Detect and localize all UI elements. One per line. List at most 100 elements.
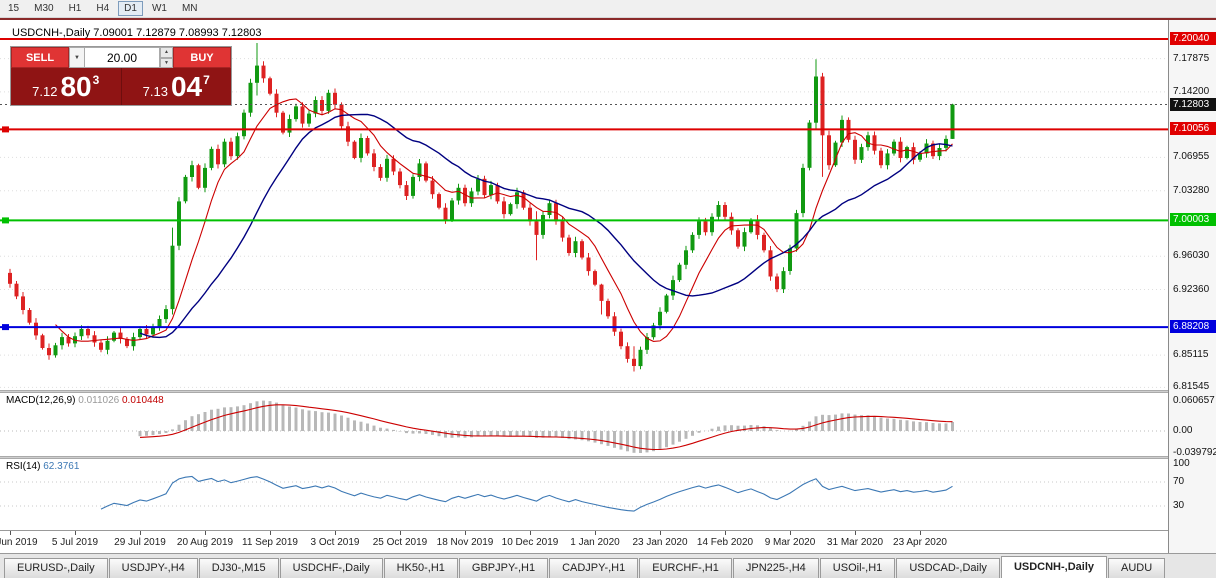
timeframe-button-h1[interactable]: H1: [63, 1, 88, 16]
buy-button[interactable]: BUY: [173, 47, 231, 68]
macd-axis-label: 0.00: [1173, 425, 1193, 436]
price-axis-label: 6.81545: [1173, 381, 1210, 392]
rsi-label: RSI(14) 62.3761: [6, 461, 79, 472]
price-axis[interactable]: 7.17875 7.14200 7.06955 7.03280 6.96030 6.923…: [1168, 20, 1216, 553]
candlestick-chart[interactable]: [0, 20, 1168, 390]
rsi-chart[interactable]: [0, 459, 1168, 530]
time-axis-label: 25 Oct 2019: [372, 537, 428, 548]
price-badge: 7.20040: [1170, 32, 1216, 45]
panel-splitter[interactable]: [0, 390, 1216, 393]
chart-tab-audu[interactable]: AUDU: [1108, 558, 1166, 578]
chart-tab-usdjpy-h4[interactable]: USDJPY-,H4: [108, 558, 198, 578]
timeframe-button-h4[interactable]: H4: [90, 1, 115, 16]
main-chart-panel[interactable]: USDCNH-,Daily 7.09001 7.12879 7.08993 7.…: [0, 20, 1168, 390]
candles: [8, 43, 955, 372]
rsi-axis-label: 30: [1173, 500, 1185, 511]
time-axis-tick: [400, 531, 401, 535]
bid-ask-display: 7.12 80 3 7.13 04 7: [11, 68, 231, 105]
timeframe-button-d1[interactable]: D1: [118, 1, 143, 16]
time-axis-tick: [595, 531, 596, 535]
timeframe-button-m30[interactable]: M30: [28, 1, 59, 16]
chart-tab-usdchf-daily[interactable]: USDCHF-,Daily: [279, 558, 383, 578]
lot-decrease-button[interactable]: ▼: [160, 57, 173, 68]
lot-spinner: ▲ ▼: [160, 47, 173, 68]
chart-tab-hk50-h1[interactable]: HK50-,H1: [383, 558, 458, 578]
macd-panel[interactable]: MACD(12,26,9) 0.011026 0.010448: [0, 393, 1168, 456]
chart-tab-usdcad-daily[interactable]: USDCAD-,Daily: [896, 558, 1000, 578]
chart-tab-eurchf-h1[interactable]: EURCHF-,H1: [639, 558, 732, 578]
price-badge: 7.12803: [1170, 98, 1216, 111]
price-axis-label: 7.03280: [1173, 185, 1210, 196]
time-axis-tick: [465, 531, 466, 535]
time-axis-tick: [10, 531, 11, 535]
time-axis-tick: [790, 531, 791, 535]
time-axis-label: 3 Oct 2019: [310, 537, 360, 548]
time-axis-label: 20 Aug 2019: [176, 537, 234, 548]
sell-button[interactable]: SELL: [11, 47, 69, 68]
time-axis-label: 5 Jul 2019: [51, 537, 99, 548]
lot-dropdown-button[interactable]: ▼: [69, 47, 85, 68]
chart-title: USDCNH-,Daily 7.09001 7.12879 7.08993 7.…: [12, 27, 262, 39]
price-axis-label: 7.06955: [1173, 151, 1210, 162]
time-axis-tick: [530, 531, 531, 535]
timeframe-button-15[interactable]: 15: [2, 1, 25, 16]
sell-price-main: 80: [60, 70, 92, 102]
lot-size-input[interactable]: [85, 47, 160, 68]
panel-splitter[interactable]: [0, 456, 1216, 459]
time-axis-label: 1 Jan 2020: [570, 537, 620, 548]
time-axis-tick: [725, 531, 726, 535]
buy-price[interactable]: 7.13 04 7: [120, 68, 232, 105]
rsi-panel[interactable]: RSI(14) 62.3761: [0, 459, 1168, 530]
time-axis-label: 29 Jul 2019: [114, 537, 166, 548]
price-axis-label: 7.14200: [1173, 86, 1210, 97]
rsi-axis-label: 70: [1173, 476, 1185, 487]
macd-signal-value: 0.010448: [122, 395, 164, 406]
timeframe-button-mn[interactable]: MN: [176, 1, 204, 16]
price-badge: 7.00003: [1170, 213, 1216, 226]
chart-tab-gbpjpy-h1[interactable]: GBPJPY-,H1: [458, 558, 549, 578]
price-badge: 6.88208: [1170, 320, 1216, 333]
macd-axis-label: 0.060657: [1173, 395, 1215, 406]
time-axis-label: 14 Feb 2020: [696, 537, 754, 548]
time-axis-label: 13 Jun 2019: [0, 537, 38, 548]
lot-increase-button[interactable]: ▲: [160, 47, 173, 58]
time-axis-tick: [855, 531, 856, 535]
chart-tab-usoil-h1[interactable]: USOil-,H1: [819, 558, 896, 578]
rsi-value: 62.3761: [43, 461, 80, 472]
price-axis-label: 6.96030: [1173, 250, 1210, 261]
sell-price-prefix: 7.12: [32, 83, 58, 99]
timeframe-button-w1[interactable]: W1: [146, 1, 173, 16]
buy-price-prefix: 7.13: [142, 83, 168, 99]
chart-tabs-bar: EURUSD-,Daily USDJPY-,H4 DJ30-,M15 USDCHF-,…: [0, 553, 1216, 578]
time-axis-label: 31 Mar 2020: [826, 537, 884, 548]
buy-price-pip: 7: [203, 73, 210, 87]
price-axis-label: 6.85115: [1173, 349, 1209, 360]
chevron-down-icon: ▼: [74, 54, 80, 61]
sell-price[interactable]: 7.12 80 3: [11, 68, 121, 105]
one-click-trading-widget: SELL ▼ ▲ ▼ BUY 7.12 80 3 7.13 04 7: [10, 46, 232, 106]
time-axis-tick: [660, 531, 661, 535]
chart-tab-usdcnh-daily[interactable]: USDCNH-,Daily: [1000, 556, 1108, 578]
time-axis-label: 10 Dec 2019: [501, 537, 559, 548]
trade-controls-row: SELL ▼ ▲ ▼ BUY: [11, 47, 231, 68]
rsi-axis-label: 100: [1173, 458, 1190, 469]
timeframe-toolbar: 15 M30 H1 H4 D1 W1 MN: [0, 0, 1216, 18]
macd-axis-label: -0.039792: [1173, 447, 1216, 458]
sell-price-pip: 3: [92, 73, 100, 87]
time-axis[interactable]: 13 Jun 2019 5 Jul 2019 29 Jul 2019 20 Aug 2…: [0, 530, 1216, 553]
time-axis-tick: [335, 531, 336, 535]
macd-chart[interactable]: [0, 393, 1168, 456]
chart-tab-dj30-m15[interactable]: DJ30-,M15: [198, 558, 279, 578]
chart-window-frame: [0, 18, 1216, 20]
time-axis-label: 11 Sep 2019: [242, 537, 298, 548]
macd-label: MACD(12,26,9) 0.011026 0.010448: [6, 395, 164, 406]
time-axis-tick: [140, 531, 141, 535]
time-axis-tick: [270, 531, 271, 535]
time-axis-tick: [75, 531, 76, 535]
chart-tab-eurusd-daily[interactable]: EURUSD-,Daily: [4, 558, 108, 578]
chart-tab-cadjpy-h1[interactable]: CADJPY-,H1: [549, 558, 639, 578]
time-axis-tick: [920, 531, 921, 535]
time-axis-label: 23 Apr 2020: [893, 537, 947, 548]
chart-tab-jpn225-h4[interactable]: JPN225-,H4: [732, 558, 819, 578]
